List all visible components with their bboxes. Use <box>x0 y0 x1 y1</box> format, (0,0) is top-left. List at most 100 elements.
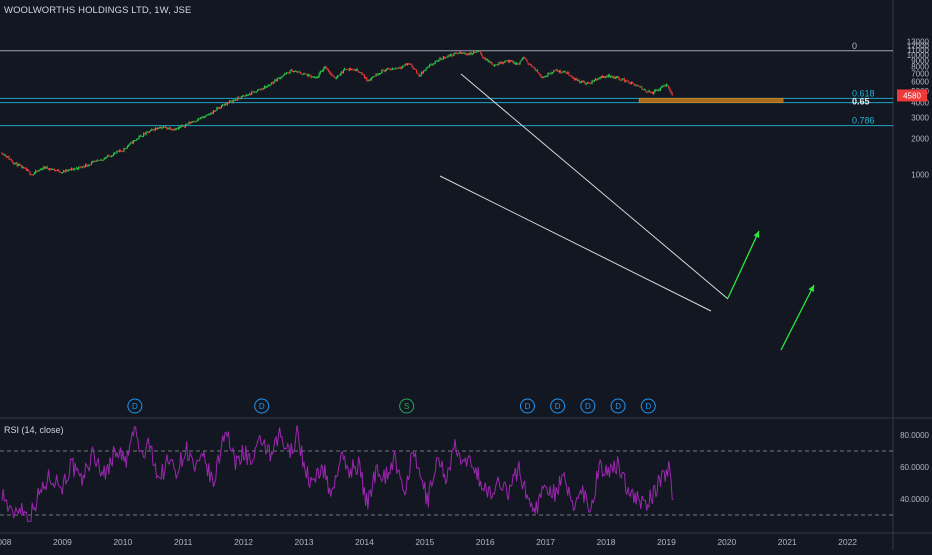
candle-body <box>223 104 225 106</box>
candle-body <box>130 142 132 144</box>
candle-body <box>510 60 512 62</box>
candle-body <box>200 117 202 120</box>
candle-body <box>217 107 219 109</box>
candle-body <box>81 166 83 168</box>
price-axis-tick: 6000 <box>911 77 929 86</box>
event-marker-circle[interactable] <box>519 398 535 414</box>
candle-body <box>533 67 535 69</box>
candle-body <box>292 71 295 72</box>
candle-body <box>67 169 69 171</box>
candle-body <box>35 170 37 173</box>
candle-body <box>480 51 482 54</box>
candle-body <box>189 121 191 124</box>
candle-body <box>655 89 657 91</box>
candle-body <box>461 52 463 54</box>
event-marker-circle[interactable] <box>610 398 626 414</box>
candle-body <box>333 76 335 78</box>
candle-body <box>632 81 634 84</box>
candle-body <box>491 62 493 65</box>
candle-body <box>543 76 545 78</box>
event-marker-label: D <box>132 402 138 411</box>
candle-body <box>93 161 95 163</box>
candle-body <box>82 166 84 167</box>
candle-body <box>614 77 616 79</box>
candle-body <box>124 148 126 150</box>
candle-body <box>184 124 187 127</box>
candle-body <box>323 68 325 71</box>
candle-body <box>434 61 436 64</box>
candle-body <box>464 52 467 54</box>
event-marker-circle[interactable] <box>127 398 143 414</box>
event-marker-circle[interactable] <box>399 398 415 414</box>
candle-body <box>61 172 63 174</box>
candle-body <box>151 129 153 131</box>
candle-body <box>27 170 29 171</box>
candle-body <box>94 161 96 163</box>
candle-body <box>599 77 601 79</box>
candle-body <box>398 67 400 69</box>
candle-body <box>225 103 227 105</box>
candle-body <box>407 63 410 65</box>
candle-body <box>552 72 554 74</box>
candle-body <box>374 76 376 78</box>
candle-body <box>85 164 87 168</box>
candle-body <box>589 82 591 84</box>
candle-body <box>79 166 81 168</box>
candle-body <box>366 77 368 81</box>
candle-body <box>126 146 128 149</box>
candle-body <box>236 99 238 101</box>
candle-body <box>629 83 631 85</box>
candle-body <box>392 68 394 70</box>
candle-body <box>564 71 566 74</box>
candle-body <box>74 168 76 170</box>
candle-body <box>388 68 390 69</box>
candle-body <box>554 70 556 72</box>
candle-body <box>233 100 235 101</box>
candle-body <box>284 73 286 75</box>
projection-arrow-upper <box>727 230 760 299</box>
candle-body <box>247 95 249 96</box>
candle-body <box>624 78 626 82</box>
candle-body <box>316 77 318 79</box>
candle-body <box>486 58 489 62</box>
candle-body <box>168 127 170 129</box>
candle-body <box>424 70 426 72</box>
candle-body <box>409 63 411 65</box>
candle-body <box>455 52 457 54</box>
candle-body <box>186 123 188 125</box>
event-marker-circle[interactable] <box>580 398 596 414</box>
candle-body <box>384 69 386 72</box>
event-marker-circle[interactable] <box>550 398 566 414</box>
candle-body <box>38 170 40 171</box>
candle-body <box>644 89 647 92</box>
candle-body <box>349 68 352 70</box>
candle-body <box>301 73 303 75</box>
candle-body <box>387 68 389 70</box>
candle-body <box>190 122 192 124</box>
event-marker-label: S <box>404 402 409 411</box>
candle-body <box>505 60 507 62</box>
candle-body <box>467 53 469 55</box>
candle-body <box>47 168 50 170</box>
candle-body <box>506 60 508 62</box>
event-marker-circle[interactable] <box>254 398 270 414</box>
candle-body <box>122 151 124 152</box>
candle-body <box>30 174 32 175</box>
candle-body <box>513 62 515 64</box>
candle-body <box>125 148 127 149</box>
candle-body <box>201 117 203 119</box>
candle-body <box>6 156 8 158</box>
candle-body <box>574 77 576 81</box>
candle-body <box>1 152 3 155</box>
candle-body <box>368 80 370 82</box>
candle-body <box>39 169 41 171</box>
candle-body <box>394 68 396 70</box>
candle-body <box>203 116 205 118</box>
candle-body <box>165 127 167 128</box>
candle-body <box>330 72 332 74</box>
event-marker-circle[interactable] <box>640 398 656 414</box>
candle-body <box>310 75 312 78</box>
candle-body <box>469 52 471 55</box>
event-marker-label: D <box>525 402 531 411</box>
candle-body <box>239 98 241 100</box>
